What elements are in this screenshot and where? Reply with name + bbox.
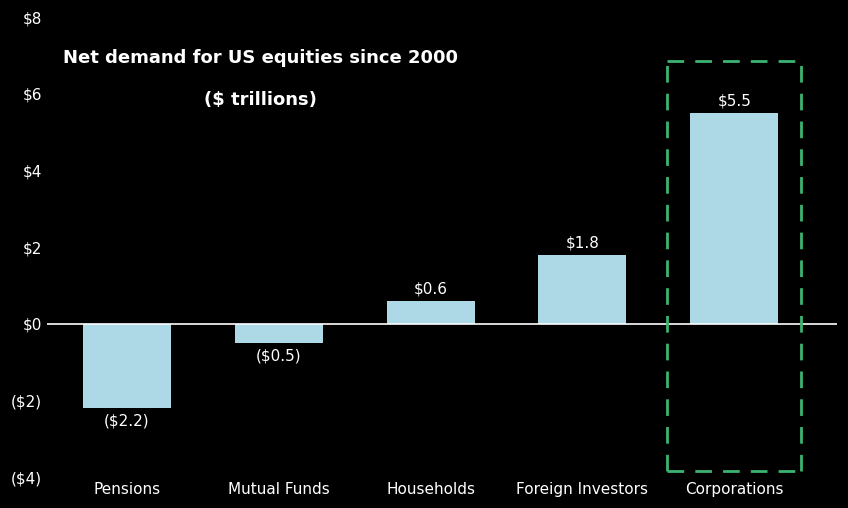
- Text: Net demand for US equities since 2000: Net demand for US equities since 2000: [63, 49, 458, 67]
- Bar: [690, 113, 778, 324]
- Bar: [235, 324, 323, 343]
- Text: $1.8: $1.8: [566, 235, 600, 250]
- Text: $5.5: $5.5: [717, 93, 751, 108]
- Bar: [83, 324, 171, 408]
- Text: ($2.2): ($2.2): [104, 414, 150, 429]
- Bar: [387, 301, 475, 324]
- Bar: [538, 255, 627, 324]
- Text: ($0.5): ($0.5): [256, 348, 302, 364]
- Text: ($ trillions): ($ trillions): [204, 91, 317, 109]
- Text: $0.6: $0.6: [414, 281, 448, 296]
